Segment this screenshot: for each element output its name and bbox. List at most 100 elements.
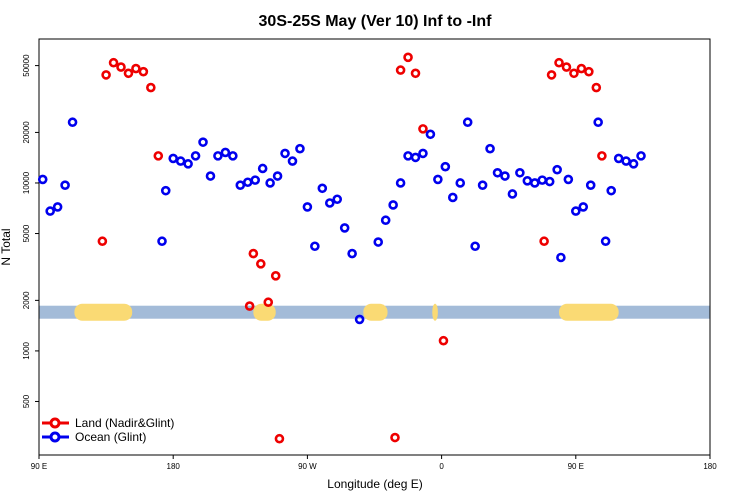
ocean-point (621, 156, 631, 166)
ocean-point (287, 156, 298, 166)
ocean-point (205, 171, 216, 181)
y-tick-label: 2000 (22, 291, 31, 309)
ocean-point (332, 194, 343, 205)
ocean-point (220, 147, 231, 158)
ocean-point (593, 117, 603, 128)
y-tick-label: 500 (22, 394, 31, 408)
ocean-point (613, 153, 624, 164)
land-point (554, 57, 564, 68)
ocean-point (388, 200, 398, 210)
land-point (576, 63, 587, 74)
land-point (263, 297, 274, 308)
ocean-point (403, 151, 413, 161)
ocean-point (433, 174, 443, 185)
ocean-point (570, 206, 581, 216)
ocean-point (563, 174, 574, 185)
land-band-segment (363, 303, 388, 321)
ocean-point (578, 202, 589, 212)
x-tick-label: 90 E (568, 462, 584, 471)
land-point (123, 68, 134, 79)
ocean-point (280, 148, 290, 159)
ocean-point (168, 153, 178, 164)
ocean-point (228, 151, 238, 161)
ocean-point (175, 156, 186, 166)
land-point (108, 57, 119, 68)
ocean-point (52, 202, 63, 212)
land-point (546, 70, 557, 80)
ocean-point (190, 151, 201, 161)
ocean-point (295, 143, 305, 154)
ocean-point (492, 167, 503, 178)
ocean-point (380, 215, 391, 226)
land-point (116, 62, 126, 72)
ocean-point (272, 171, 283, 181)
y-tick-label: 20000 (22, 121, 31, 144)
ocean-point (440, 161, 451, 172)
ocean-point (470, 241, 480, 252)
ocean-point (257, 163, 268, 174)
chart-title: 30S-25S May (Ver 10) Inf to -Inf (259, 13, 493, 30)
land-point (153, 151, 164, 161)
land-point (138, 66, 149, 77)
ocean-point (45, 206, 55, 216)
ocean-point (544, 176, 555, 187)
ocean-point (242, 177, 253, 188)
ocean-point (310, 241, 320, 252)
ocean-point (410, 152, 421, 163)
land-point (403, 52, 413, 63)
axes: 90 E 180 90 W 0 90 E 180 500 1000 2000 5000 10000 2… (22, 54, 717, 471)
ocean-point (198, 137, 208, 147)
x-tick-label: 90 W (298, 462, 317, 471)
plot-frame (38, 38, 711, 456)
y-tick-label: 5000 (22, 224, 31, 242)
legend-land-marker (49, 417, 61, 429)
land-point (244, 301, 255, 311)
legend-ocean-label: Ocean (Glint) (75, 430, 146, 444)
ocean-point (600, 236, 611, 247)
x-tick-label: 0 (439, 462, 444, 471)
land-point (597, 151, 607, 161)
ocean-point (347, 248, 357, 259)
ocean-point (537, 175, 548, 185)
ocean-point (500, 171, 510, 181)
y-tick-label: 10000 (22, 171, 31, 194)
data-points (37, 52, 646, 444)
land-band-segment (432, 303, 438, 321)
ocean-point (552, 164, 562, 175)
ocean-point (485, 143, 495, 154)
x-tick-label: 180 (703, 462, 717, 471)
ocean-point (477, 180, 488, 190)
ocean-point (455, 178, 466, 188)
ocean-point (395, 178, 406, 188)
land-ocean-band (39, 303, 710, 321)
land-point (101, 70, 111, 80)
ocean-point (60, 180, 70, 190)
land-point (390, 432, 400, 443)
ocean-point (556, 252, 566, 263)
ocean-point (522, 176, 533, 186)
ocean-point (160, 185, 171, 196)
ocean-point (447, 192, 458, 203)
ocean-point (317, 183, 328, 194)
plot-area: 90 E 180 90 W 0 90 E 180 500 1000 2000 5000 10000 2… (22, 38, 717, 471)
land-point (569, 68, 579, 79)
x-tick-label: 180 (167, 462, 181, 471)
ocean-series (37, 117, 646, 325)
land-point (584, 66, 594, 77)
x-axis-label: Longitude (deg E) (327, 477, 422, 491)
land-band-segment (74, 303, 133, 321)
ocean-point (37, 174, 48, 185)
land-point (418, 124, 428, 134)
ocean-point (265, 178, 275, 188)
land-band-segment (559, 303, 619, 321)
ocean-point (529, 178, 540, 188)
ocean-point (250, 175, 261, 185)
ocean-point (339, 223, 350, 233)
legend-land-label: Land (Nadir&Glint) (75, 416, 174, 430)
land-point (274, 433, 285, 444)
ocean-point (462, 117, 473, 128)
ocean-point (157, 236, 167, 247)
land-point (248, 248, 259, 259)
ocean-point (507, 189, 518, 199)
